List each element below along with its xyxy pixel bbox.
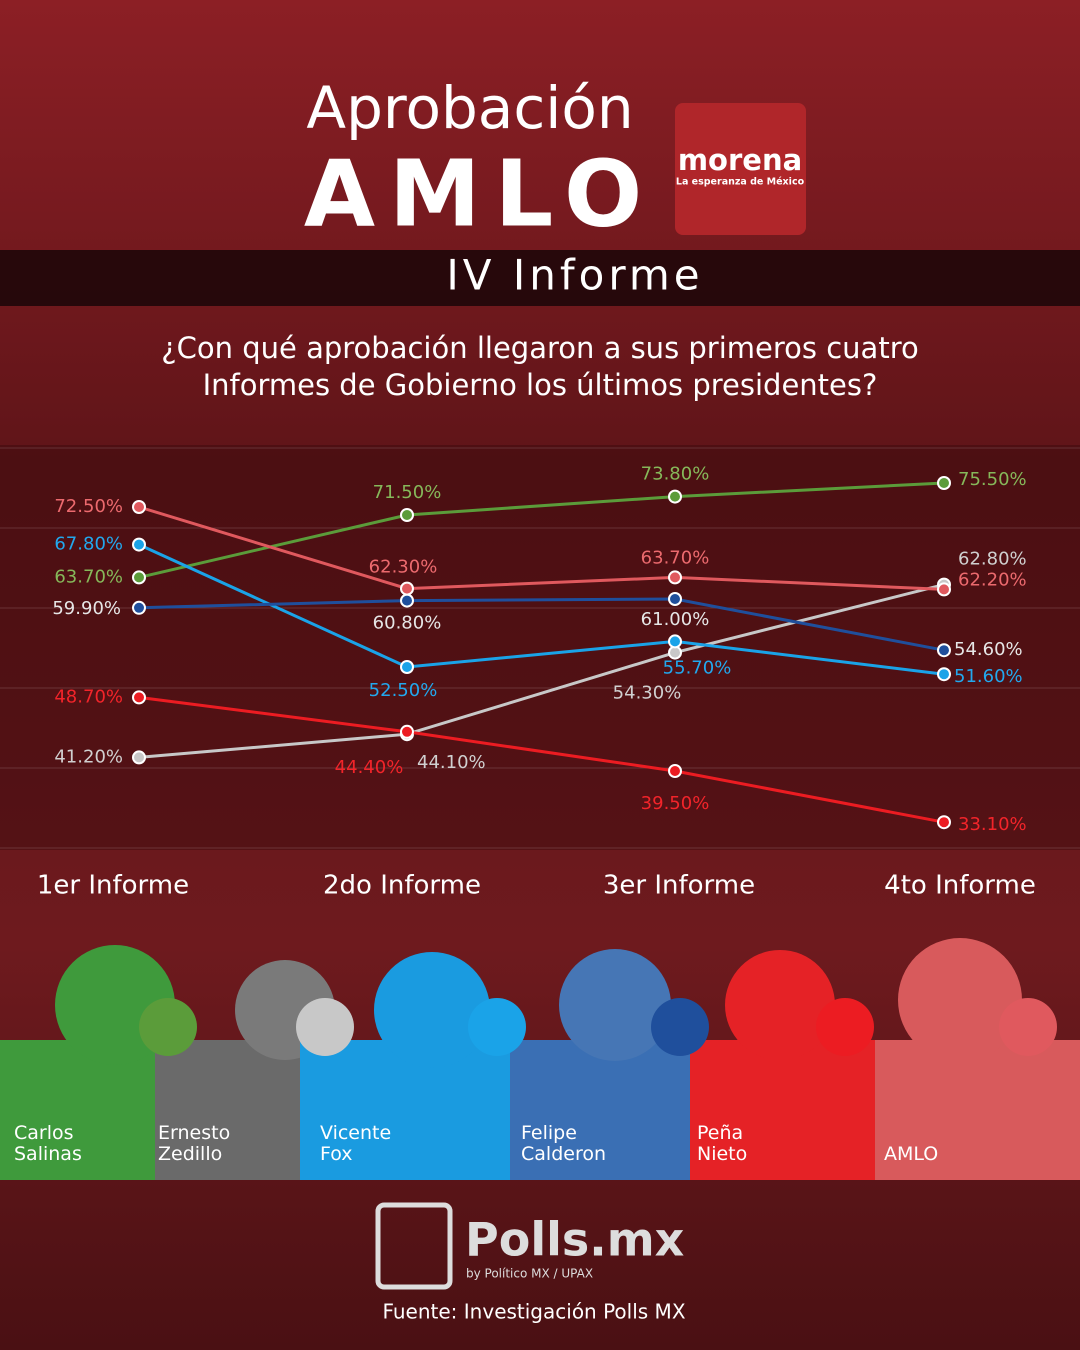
point bbox=[668, 489, 682, 504]
legend-label: Vicente Fox bbox=[320, 1122, 392, 1165]
portrait bbox=[559, 949, 671, 1061]
series-line bbox=[138, 543, 945, 676]
point bbox=[668, 634, 682, 649]
x-tick-label: 3er Informe bbox=[603, 871, 755, 901]
value-label: 62.20% bbox=[958, 569, 1027, 590]
point bbox=[132, 750, 146, 765]
value-label: 67.80% bbox=[54, 534, 123, 555]
point bbox=[132, 570, 146, 585]
x-tick-label: 1er Informe bbox=[37, 871, 189, 901]
banner: IV Informe bbox=[446, 251, 703, 300]
logo-box bbox=[675, 103, 806, 235]
chart-rules bbox=[0, 447, 1080, 849]
panel bbox=[300, 1040, 510, 1180]
legend-label: AMLO bbox=[884, 1143, 939, 1165]
value-label: 44.10% bbox=[417, 752, 486, 773]
point bbox=[400, 660, 414, 674]
point bbox=[400, 724, 414, 739]
brand-icon bbox=[375, 1202, 453, 1290]
value-label: 63.70% bbox=[641, 547, 710, 568]
point bbox=[937, 667, 951, 682]
portrait bbox=[898, 938, 1022, 1062]
value-label: 72.50% bbox=[54, 496, 123, 517]
value-label: 73.80% bbox=[641, 464, 710, 485]
value-label: 51.60% bbox=[954, 666, 1023, 687]
legend-label: Carlos Salinas bbox=[14, 1122, 82, 1165]
value-label: 54.60% bbox=[954, 639, 1023, 660]
value-label: 62.30% bbox=[369, 557, 438, 578]
portrait bbox=[374, 952, 490, 1068]
value-label: 39.50% bbox=[641, 793, 710, 814]
legend-swatch bbox=[816, 998, 874, 1056]
byline: by Político MX / UPAX bbox=[466, 1267, 593, 1281]
source: Fuente: Investigación Polls MX bbox=[382, 1300, 685, 1324]
point bbox=[937, 476, 951, 490]
value-label: 55.70% bbox=[663, 657, 732, 678]
value-label: 62.80% bbox=[958, 549, 1027, 570]
series-line bbox=[138, 597, 945, 652]
x-tick-label: 4to Informe bbox=[884, 871, 1036, 901]
value-label: 61.00% bbox=[641, 609, 710, 630]
legend-swatch bbox=[999, 998, 1057, 1056]
value-label: 41.20% bbox=[54, 746, 123, 767]
panel bbox=[510, 1040, 690, 1180]
point bbox=[400, 581, 414, 596]
legend-swatch bbox=[468, 998, 526, 1056]
legend-swatch bbox=[139, 998, 197, 1056]
portrait bbox=[725, 950, 835, 1060]
value-label: 63.70% bbox=[54, 566, 123, 587]
logo-tagline: La esperanza de México bbox=[676, 177, 805, 188]
point bbox=[668, 592, 682, 606]
x-tick-label: 2do Informe bbox=[323, 871, 481, 901]
point bbox=[132, 690, 146, 705]
panel bbox=[690, 1040, 875, 1180]
series-line bbox=[138, 695, 945, 824]
point bbox=[132, 500, 146, 514]
logo: morena bbox=[678, 143, 802, 177]
portrait-strip bbox=[0, 938, 1080, 1180]
value-label: 52.50% bbox=[369, 680, 438, 701]
value-label: 44.40% bbox=[335, 757, 404, 778]
value-label: 54.30% bbox=[613, 683, 682, 704]
legend-label: Peña Nieto bbox=[697, 1122, 748, 1165]
legend-swatch bbox=[296, 998, 354, 1056]
legend-label: Ernesto Zedillo bbox=[158, 1122, 231, 1165]
series-line bbox=[138, 583, 945, 759]
value-label: 59.90% bbox=[52, 598, 121, 619]
subject: AMLO bbox=[304, 140, 656, 247]
point bbox=[937, 582, 951, 597]
point bbox=[668, 764, 682, 778]
point bbox=[132, 537, 146, 552]
point bbox=[668, 570, 682, 585]
value-label: 75.50% bbox=[958, 469, 1027, 490]
brand: Polls.mx bbox=[465, 1213, 684, 1267]
point bbox=[400, 508, 414, 522]
value-label: 33.10% bbox=[958, 814, 1027, 835]
panel bbox=[875, 1040, 1080, 1180]
point bbox=[937, 815, 951, 830]
banner-bar bbox=[0, 250, 1080, 306]
value-label: 60.80% bbox=[373, 613, 442, 634]
chart-panel bbox=[0, 445, 1080, 850]
chart-title: ¿Con qué aprobación llegaron a sus prime… bbox=[161, 331, 919, 402]
value-label: 71.50% bbox=[373, 482, 442, 503]
point bbox=[132, 600, 146, 615]
legend-swatch bbox=[651, 998, 709, 1056]
panel bbox=[155, 1040, 315, 1180]
legend-label: Felipe Calderon bbox=[521, 1122, 606, 1165]
title: Aprobación bbox=[306, 74, 633, 142]
point bbox=[400, 593, 414, 608]
series-line bbox=[138, 505, 945, 591]
value-label: 48.70% bbox=[54, 686, 123, 707]
point bbox=[937, 643, 951, 658]
series-line bbox=[138, 481, 945, 579]
